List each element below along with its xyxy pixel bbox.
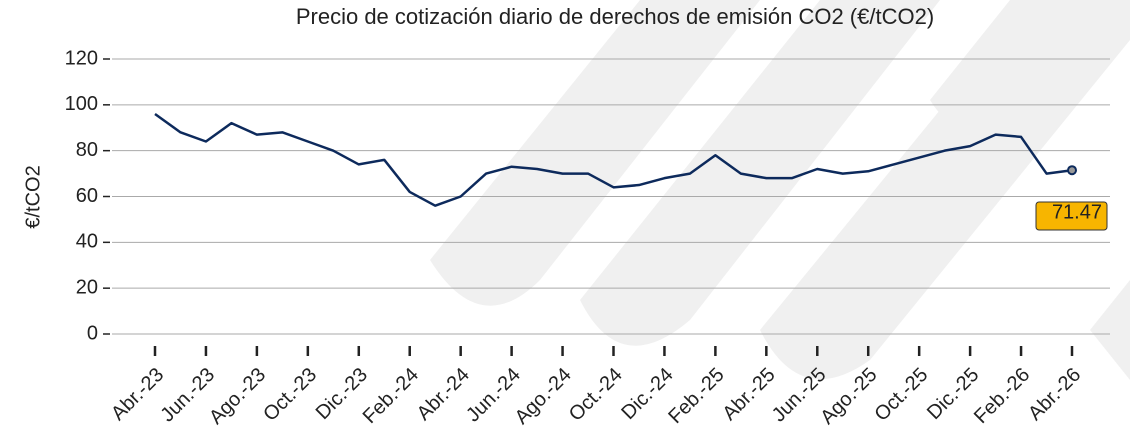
background-stripes	[430, 0, 1130, 380]
price-line	[154, 112, 1073, 207]
y-tick-label: 0	[87, 322, 98, 344]
x-tick-label: Abr.-25	[718, 364, 779, 425]
x-tick-label: Feb.-24	[359, 364, 423, 428]
x-tick-label: Oct.-25	[871, 364, 933, 426]
y-tick-label: 100	[65, 93, 98, 115]
x-tick-label: Ago.-24	[511, 364, 576, 429]
y-axis-label: €/tCO2	[22, 165, 44, 228]
last-point	[1067, 165, 1077, 176]
x-tick-label: Oct.-24	[565, 364, 627, 426]
y-tick-label: 40	[76, 231, 98, 253]
y-tick-label: 60	[76, 185, 98, 207]
y-tick-label: 120	[65, 47, 98, 69]
x-tick-label: Feb.-26	[970, 364, 1034, 428]
x-tick-label: Feb.-25	[664, 364, 728, 428]
x-tick-label: Ago.-23	[205, 364, 270, 429]
chart-title: Precio de cotización diario de derechos …	[296, 4, 934, 29]
last-value-label: 71.47	[1052, 201, 1102, 223]
x-tick-label: Abr.-24	[413, 364, 474, 425]
y-tick-label: 80	[76, 139, 98, 161]
x-tick-label: Oct.-23	[259, 364, 321, 426]
x-tick-label: Abr.-26	[1024, 364, 1085, 425]
y-tick-label: 20	[76, 276, 98, 298]
x-tick-label: Abr.-23	[107, 364, 168, 425]
last-value-box	[1035, 201, 1108, 231]
